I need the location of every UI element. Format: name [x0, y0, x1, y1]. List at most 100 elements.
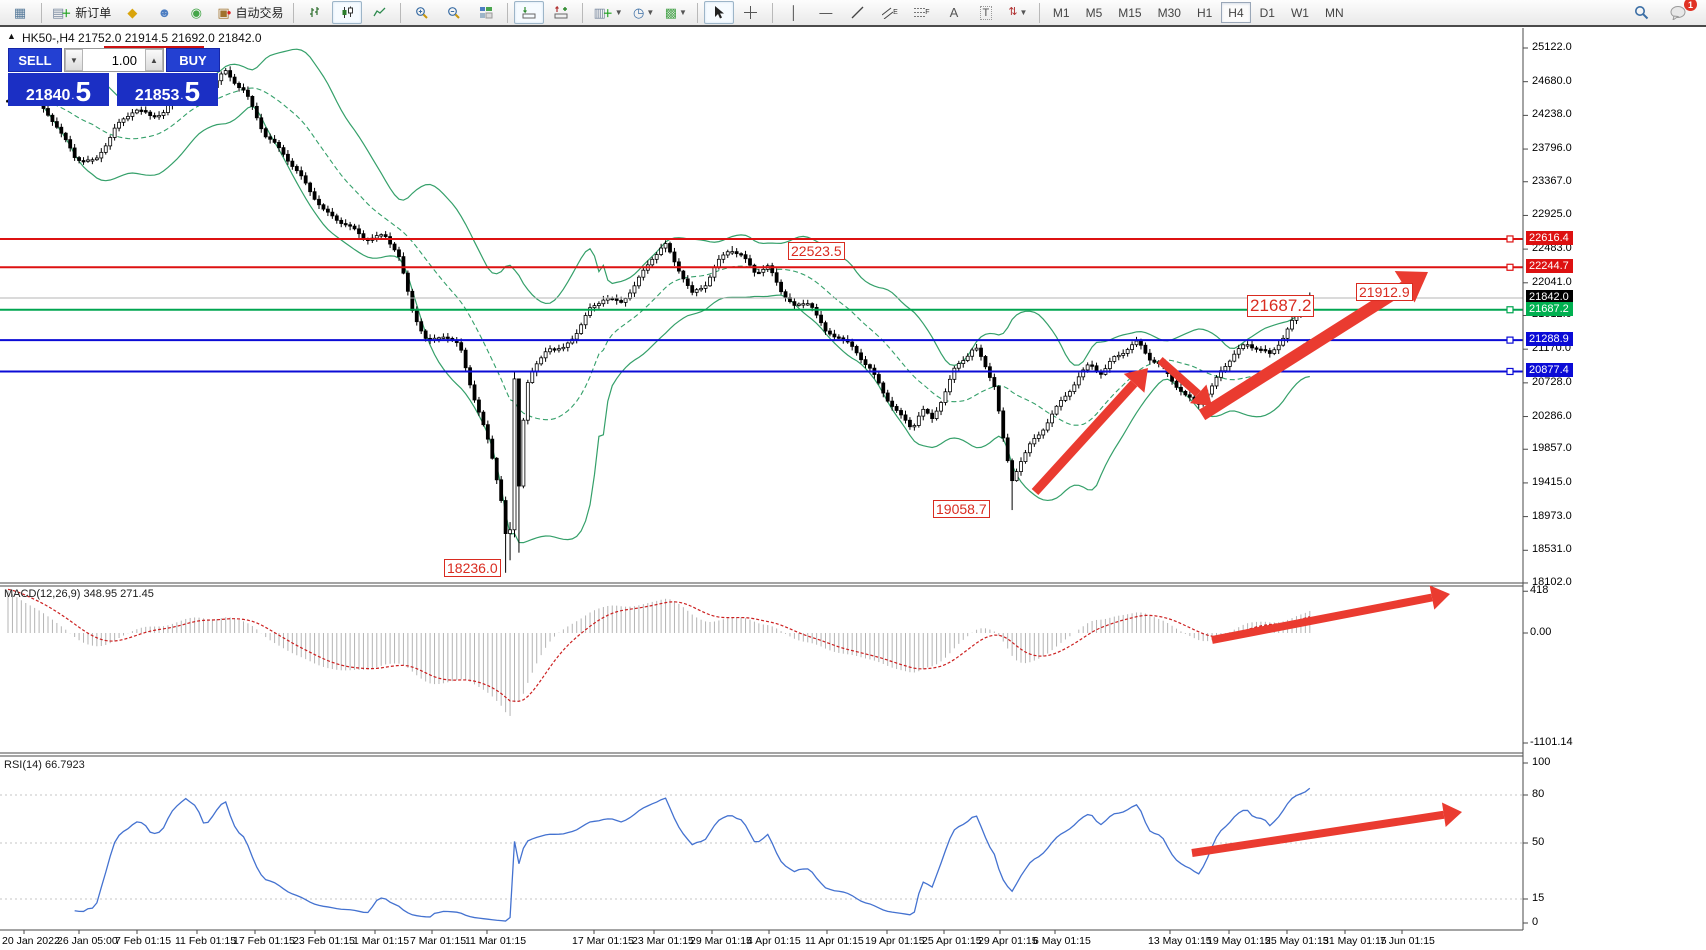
template-menu-button[interactable]: ▩ ▼ [664, 5, 687, 20]
time-axis-label: 7 Feb 01:15 [115, 935, 172, 947]
sell-button[interactable]: SELL [8, 48, 62, 72]
price-axis-tick: 20728.0 [1532, 375, 1572, 388]
rsi-arrow[interactable] [1191, 802, 1462, 857]
price-axis-flag: 22244.7 [1526, 259, 1573, 274]
time-axis-label: 25 May 01:15 [1265, 935, 1329, 947]
timeframe-mn[interactable]: MN [1324, 5, 1344, 20]
shapes-menu-icon[interactable]: ⇅ ▼ [1008, 6, 1028, 18]
trendline-icon[interactable] [843, 1, 873, 24]
fibonacci-label: F [925, 9, 930, 16]
price-annotation[interactable]: 22523.5 [788, 242, 845, 261]
timeframe-h1[interactable]: H1 [1196, 5, 1213, 20]
fibonacci-icon[interactable]: F [907, 1, 937, 24]
buy-button[interactable]: BUY [166, 48, 220, 72]
time-axis-label: 17 Mar 01:15 [572, 935, 634, 947]
channel-icon[interactable]: E [875, 1, 905, 24]
candlestick-icon[interactable] [332, 1, 363, 24]
price-axis-flag: 21687.2 [1526, 301, 1573, 316]
price-axis-tick: 23367.0 [1532, 174, 1572, 187]
toolbar-separator [696, 2, 698, 23]
search-icon[interactable] [1626, 1, 1656, 24]
price-axis-tick: 23796.0 [1532, 142, 1572, 155]
time-axis-label: 7 Jun 01:15 [1380, 935, 1435, 947]
price-axis-tick: 25122.0 [1532, 41, 1572, 53]
timeframe-m30[interactable]: M30 [1157, 5, 1181, 20]
time-axis-label: 4 Apr 01:15 [747, 935, 801, 947]
eraser-icon[interactable]: ◆ [127, 5, 138, 20]
collapse-icon[interactable]: ▲ [7, 31, 16, 41]
zoom-in-icon[interactable] [407, 1, 437, 24]
toolbar-separator [293, 2, 295, 23]
time-axis-label: 29 Mar 01:15 [690, 935, 752, 947]
indicator-window-icon[interactable] [514, 1, 545, 24]
volume-input[interactable]: 1.00 [111, 52, 137, 68]
time-axis-label: 20 Jan 2022 [2, 935, 60, 947]
new-chart-menu-button[interactable]: ▥ ＋ ▼ [593, 5, 623, 20]
vertical-line-icon[interactable]: │ [789, 5, 798, 20]
zoom-out-icon[interactable] [439, 1, 469, 24]
line-chart-icon[interactable] [364, 1, 394, 24]
chat-icon[interactable]: 1 [1663, 0, 1697, 24]
macd-axis-tick: -1101.14 [1530, 736, 1573, 748]
price-axis-flag: 22616.4 [1526, 230, 1573, 245]
price-annotation[interactable]: 19058.7 [933, 500, 990, 519]
timeframe-d1[interactable]: D1 [1259, 5, 1275, 20]
cursor-icon[interactable] [703, 1, 734, 24]
autotrading-label: 自动交易 [235, 6, 284, 20]
toolbar-separator [507, 2, 509, 23]
volume-decrease-button[interactable]: ▼ [65, 49, 83, 71]
time-axis-label: 23 Mar 01:15 [632, 935, 694, 947]
price-axis-tick: 19415.0 [1532, 475, 1572, 488]
indicator-add-icon[interactable] [546, 1, 576, 24]
period-menu-button[interactable]: ◷ ▼ [633, 5, 655, 20]
new-order-button[interactable]: ▤ ＋ 新订单 [52, 5, 112, 20]
bar-chart-icon[interactable] [300, 1, 330, 24]
time-axis-label: 1 Mar 01:15 [353, 935, 410, 947]
price-annotation[interactable]: 21912.9 [1356, 283, 1413, 302]
toolbar: ▦ ▤ ＋ 新订单 ◆ ☻ ◉ ▣ ● 自动交易 ▥ ＋ ▼ ◷ ▼ ▩ ▼ │ — [0, 0, 1706, 27]
signal-icon[interactable]: ◉ [190, 5, 202, 20]
time-axis-label: 13 May 01:15 [1148, 935, 1212, 947]
timeframe-w1[interactable]: W1 [1290, 5, 1309, 20]
crosshair-icon[interactable] [736, 1, 766, 24]
autotrading-button[interactable]: ▣ ● 自动交易 [217, 5, 284, 20]
price-axis-tick: 22925.0 [1532, 208, 1572, 221]
rsi-axis-tick: 15 [1532, 892, 1545, 904]
trend-arrow-2[interactable] [1157, 357, 1212, 406]
toolbar-separator [41, 2, 42, 23]
time-axis-label: 11 Apr 01:15 [805, 935, 864, 947]
price-axis-tick: 24238.0 [1532, 108, 1572, 121]
profile-icon[interactable]: ☻ [157, 5, 172, 20]
chart-window-icon[interactable]: ▦ [13, 5, 27, 20]
price-annotation[interactable]: 21687.2 [1247, 295, 1315, 317]
price-axis-tick: 22041.0 [1532, 275, 1572, 288]
time-axis-label: 31 May 01:15 [1323, 935, 1387, 947]
time-axis-label: 6 May 01:15 [1033, 935, 1091, 947]
toolbar-separator [771, 2, 773, 23]
time-axis-label: 26 Jan 05:00 [57, 935, 118, 947]
timeframe-m1[interactable]: M1 [1052, 5, 1070, 20]
text-tool-icon[interactable]: A [949, 5, 959, 20]
timeframe-m15[interactable]: M15 [1118, 5, 1142, 20]
price-annotation[interactable]: 18236.0 [444, 559, 501, 578]
autotrading-icon: ▣ [217, 5, 230, 20]
toolbar-separator [400, 2, 402, 23]
tile-windows-icon[interactable] [471, 1, 501, 24]
new-order-label: 新订单 [75, 6, 112, 20]
macd-arrow[interactable] [1211, 585, 1450, 644]
sell-price[interactable]: 21840. 5 [8, 73, 109, 106]
trend-arrow-1[interactable] [1031, 368, 1148, 496]
timeframe-m5[interactable]: M5 [1085, 5, 1103, 20]
rsi-axis-tick: 50 [1532, 836, 1545, 848]
buy-price[interactable]: 21853. 5 [117, 73, 218, 106]
horizontal-line-icon[interactable]: — [819, 5, 833, 20]
price-axis-tick: 24680.0 [1532, 74, 1572, 87]
timeframe-h4[interactable]: H4 [1221, 2, 1251, 23]
volume-increase-button[interactable]: ▲ [145, 49, 163, 71]
price-axis-tick: 18531.0 [1532, 543, 1572, 556]
price-axis-tick: 20286.0 [1532, 409, 1572, 422]
price-axis-flag: 20877.4 [1526, 363, 1573, 378]
text-label-icon[interactable]: T [971, 1, 1001, 24]
